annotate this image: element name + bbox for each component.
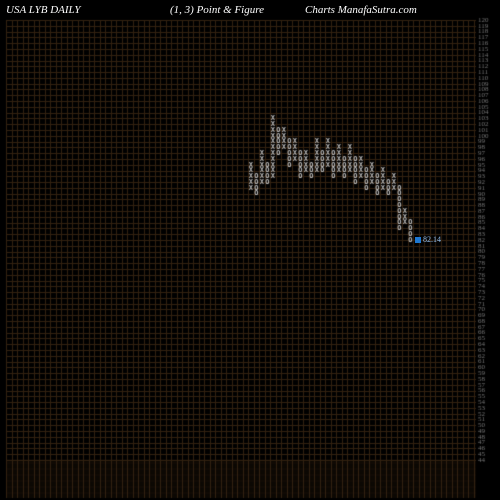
chart-title-symbol: USA LYB DAILY	[6, 4, 81, 16]
chart-container: USA LYB DAILY (1, 3) Point & Figure Char…	[0, 0, 500, 500]
price-marker-icon	[415, 237, 421, 243]
chart-title-params: (1, 3) Point & Figure	[170, 4, 264, 16]
current-price-value: 82.14	[423, 235, 441, 244]
chart-title-source: Charts ManafaSutra.com	[305, 4, 417, 16]
pnf-chart-canvas	[0, 0, 500, 500]
current-price-marker: 82.14	[415, 235, 441, 244]
